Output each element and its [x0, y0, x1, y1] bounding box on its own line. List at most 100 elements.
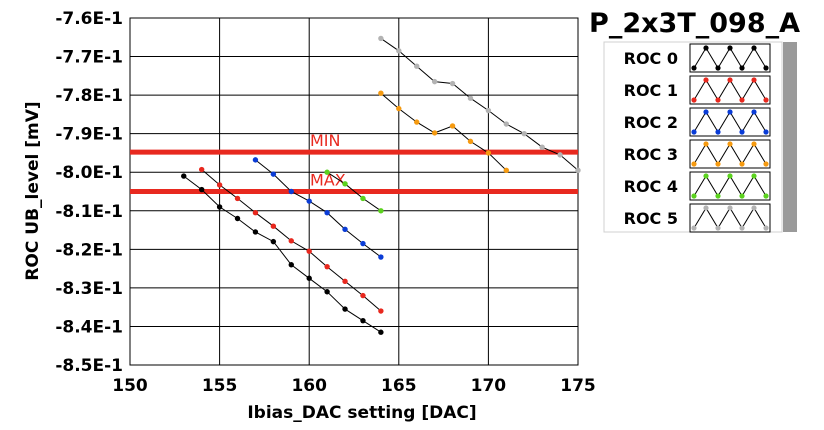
data-point: [378, 208, 384, 214]
legend-swatch-point: [739, 65, 745, 71]
data-point: [414, 63, 420, 69]
legend-swatch-point: [751, 77, 757, 83]
data-point: [288, 188, 294, 195]
legend-swatch-point: [727, 109, 733, 115]
legend: ROC 0 ROC 1 ROC 2 ROC 3 ROC 4 ROC 5: [603, 41, 797, 233]
series-roc-1: [198, 166, 384, 314]
legend-swatch-point: [691, 193, 697, 199]
series-roc-5: [378, 35, 581, 173]
data-point: [270, 238, 277, 245]
legend-swatch-point: [691, 97, 697, 103]
legend-swatch-point: [715, 193, 721, 199]
data-point: [378, 308, 384, 314]
data-point: [467, 138, 474, 145]
data-point: [342, 278, 348, 285]
data-point: [198, 186, 205, 193]
data-point: [431, 78, 438, 85]
data-point: [396, 105, 402, 112]
legend-swatch-point: [691, 161, 697, 167]
data-point: [252, 157, 259, 163]
x-tick-label: 165: [381, 376, 417, 396]
legend-swatch-point: [751, 109, 757, 115]
x-axis-title: Ibias_DAC setting [DAC]: [247, 403, 476, 423]
legend-swatch-point: [691, 225, 697, 231]
legend-swatch-point: [703, 109, 709, 115]
data-point: [467, 95, 474, 101]
data-point: [521, 130, 527, 137]
legend-label: ROC 4: [624, 177, 678, 196]
y-tick-label: -8.4E-1: [55, 317, 123, 337]
legend-label: ROC 1: [624, 81, 678, 100]
data-point: [431, 130, 438, 136]
legend-swatch-point: [727, 45, 733, 51]
series-roc-3: [378, 90, 510, 173]
data-point: [288, 262, 294, 268]
y-tick-label: -7.8E-1: [55, 86, 123, 106]
legend-swatch-point: [715, 129, 721, 135]
legend-swatch-point: [763, 129, 769, 135]
legend-swatch-point: [763, 65, 769, 71]
data-point: [270, 223, 277, 229]
data-point: [378, 254, 384, 260]
legend-swatch-point: [739, 193, 745, 199]
legend-swatch-point: [751, 45, 757, 51]
data-point: [449, 80, 456, 87]
series-roc-0: [181, 173, 384, 335]
tick-labels: 150 155 160 165 170 175 -7.6E-1 -7.7E-1 -7.8E-1 -…: [55, 9, 595, 396]
data-point: [324, 289, 330, 295]
chart-title: P_2x3T_098_A: [589, 8, 800, 39]
data-point: [414, 119, 420, 125]
x-tick-label: 155: [202, 376, 238, 396]
y-tick-label: -7.6E-1: [55, 9, 123, 29]
legend-swatch-point: [727, 77, 733, 83]
data-point: [539, 144, 545, 150]
y-tick-label: -7.9E-1: [55, 125, 123, 145]
legend-swatch-point: [715, 65, 721, 71]
x-tick-label: 160: [291, 376, 327, 396]
data-point: [503, 121, 510, 127]
y-tick-label: -7.7E-1: [55, 48, 123, 68]
legend-label: ROC 2: [624, 113, 678, 132]
data-point: [234, 215, 241, 222]
legend-swatch-point: [763, 225, 769, 231]
legend-swatch-point: [715, 161, 721, 167]
legend-swatch-point: [751, 141, 757, 147]
data-point: [234, 195, 241, 202]
legend-swatch-point: [703, 141, 709, 147]
ref-label-max: MAX: [310, 171, 346, 190]
data-point: [360, 240, 366, 247]
legend-swatch-point: [739, 225, 745, 231]
data-point: [306, 248, 312, 254]
legend-item-roc-2: ROC 2: [624, 107, 771, 137]
legend-label: ROC 3: [624, 145, 678, 164]
data-point: [378, 90, 384, 96]
data-point: [198, 166, 205, 173]
data-point: [216, 204, 223, 210]
data-point: [324, 263, 330, 270]
series-line: [183, 175, 382, 333]
series-line: [255, 159, 382, 258]
data-point: [575, 167, 581, 173]
y-tick-label: -8.0E-1: [55, 163, 123, 183]
data-point: [360, 317, 366, 324]
y-tick-label: -8.1E-1: [55, 202, 123, 222]
data-point: [485, 107, 492, 114]
data-point: [342, 181, 348, 187]
legend-swatch-point: [727, 141, 733, 147]
data-point: [378, 35, 384, 42]
data-point: [396, 48, 402, 54]
legend-item-roc-4: ROC 4: [624, 171, 771, 201]
legend-swatch-point: [763, 193, 769, 199]
legend-items: ROC 0 ROC 1 ROC 2 ROC 3 ROC 4 ROC 5: [624, 43, 771, 233]
data-point: [342, 306, 348, 312]
legend-swatch-point: [703, 45, 709, 51]
legend-swatch-point: [751, 205, 757, 211]
series-line: [380, 37, 579, 171]
data-point: [485, 150, 492, 156]
y-tick-label: -8.3E-1: [55, 279, 123, 299]
data-point: [306, 198, 312, 204]
data-point: [342, 226, 348, 232]
series-roc-4: [324, 169, 384, 214]
legend-swatch-point: [739, 129, 745, 135]
